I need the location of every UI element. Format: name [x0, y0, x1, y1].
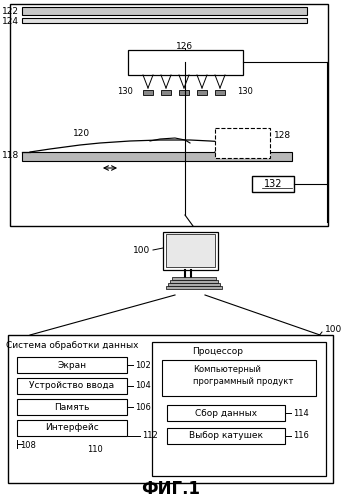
Text: 132: 132: [264, 179, 282, 189]
Bar: [152, 342, 326, 476]
Text: Выбор катушек: Выбор катушек: [189, 432, 263, 441]
Text: Устройство ввода: Устройство ввода: [29, 382, 115, 391]
Bar: [128, 50, 243, 75]
Text: 118: 118: [2, 151, 19, 160]
Bar: [17, 420, 127, 436]
Bar: [17, 399, 127, 415]
Text: 114: 114: [293, 409, 309, 418]
Bar: [167, 405, 285, 421]
Bar: [215, 128, 270, 158]
Bar: [163, 232, 218, 270]
Bar: [166, 286, 222, 288]
Bar: [17, 378, 127, 394]
Bar: [22, 18, 307, 23]
Bar: [161, 90, 171, 95]
Bar: [172, 277, 216, 279]
Bar: [168, 283, 220, 285]
Text: 112: 112: [142, 432, 158, 441]
Text: 108: 108: [20, 441, 36, 450]
Bar: [22, 7, 307, 15]
Bar: [252, 176, 294, 192]
Text: 110: 110: [87, 445, 103, 454]
Bar: [166, 234, 215, 267]
Text: Интерфейс: Интерфейс: [45, 424, 99, 433]
Text: 130: 130: [237, 86, 253, 95]
Text: Сбор данных: Сбор данных: [195, 409, 257, 418]
Text: программный продукт: программный продукт: [193, 377, 293, 386]
Bar: [179, 90, 189, 95]
Bar: [22, 152, 292, 161]
Bar: [215, 90, 225, 95]
Bar: [197, 90, 207, 95]
Bar: [143, 90, 153, 95]
Bar: [8, 335, 333, 483]
Bar: [17, 357, 127, 373]
Text: 100: 100: [133, 246, 150, 254]
Text: 100: 100: [325, 325, 342, 334]
Text: 102: 102: [135, 360, 151, 369]
Text: 126: 126: [176, 41, 193, 50]
Text: Компьютерный: Компьютерный: [193, 365, 261, 375]
Text: 124: 124: [2, 16, 19, 25]
Text: 120: 120: [73, 129, 91, 138]
Bar: [167, 428, 285, 444]
Text: 116: 116: [293, 432, 309, 441]
Bar: [170, 280, 218, 282]
Text: Память: Память: [54, 403, 90, 412]
Text: 106: 106: [135, 403, 151, 412]
Bar: [162, 360, 316, 396]
Text: Экран: Экран: [57, 360, 86, 369]
Text: Система обработки данных: Система обработки данных: [6, 340, 138, 349]
Text: 122: 122: [2, 6, 19, 15]
Text: Процессор: Процессор: [192, 346, 243, 355]
Text: 130: 130: [117, 86, 133, 95]
Text: 104: 104: [135, 382, 151, 391]
Text: ФИГ.1: ФИГ.1: [142, 480, 201, 498]
Text: 128: 128: [274, 132, 291, 141]
Bar: [10, 4, 328, 226]
